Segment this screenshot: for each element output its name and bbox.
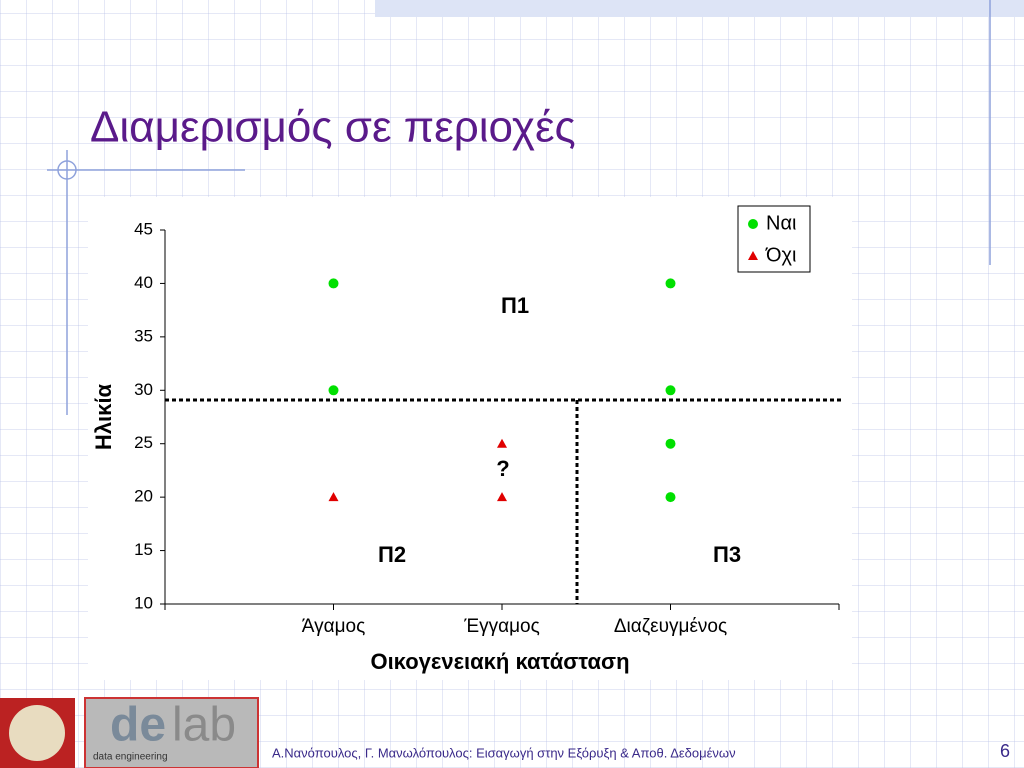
marker-circle [665,492,676,503]
page-number: 6 [1000,741,1010,761]
logo-text: de [110,699,166,752]
marker-circle [665,278,676,289]
y-axis-title: Ηλικία [91,383,116,450]
y-tick-label: 25 [134,433,153,452]
y-tick-label: 30 [134,380,153,399]
legend-label: Ναι [766,212,796,234]
x-axis-title: Οικογενειακή κατάσταση [370,649,629,674]
y-tick-label: 20 [134,487,153,506]
marker-triangle [328,492,339,502]
logo-caption: data engineering [93,752,168,763]
x-tick-label: Άγαμος [302,616,366,637]
slide-title: Διαμερισμός σε περιοχές [90,103,576,152]
deco-circle [57,160,77,180]
marker-circle [328,278,339,289]
marker-circle [665,438,676,449]
marker-circle [748,219,758,229]
y-tick-label: 15 [134,540,153,559]
marker-triangle [497,438,507,448]
marker-circle [328,385,339,396]
legend-label: Όχι [765,244,796,266]
marker-triangle [497,492,507,502]
annotation: Π1 [501,293,529,318]
logo-emblem [9,705,65,761]
y-tick-label: 35 [134,326,153,345]
marker-triangle [748,251,758,260]
logo-text: lab [172,699,236,752]
chart-panel [88,197,852,680]
y-tick-label: 10 [134,593,153,612]
annotation: Π2 [378,542,406,567]
annotation: ? [496,456,509,481]
top-band [375,0,1024,17]
x-tick-label: Έγγαμος [463,616,540,637]
logo-delab [84,697,259,768]
chart: 10 15 20 25 30 35 40 45 Άγαμος Έγγαμος Διαζευγμένο… [91,205,843,674]
y-tick-label: 45 [134,219,153,238]
marker-circle [665,385,676,396]
footer: Α.Νανόπουλος, Γ. Μανωλόπουλος: Εισαγωγή … [272,745,736,760]
annotation: Π3 [713,542,741,567]
y-tick-label: 40 [134,273,153,292]
x-tick-label: Διαζευγμένος [614,616,727,637]
legend-box [737,205,811,273]
